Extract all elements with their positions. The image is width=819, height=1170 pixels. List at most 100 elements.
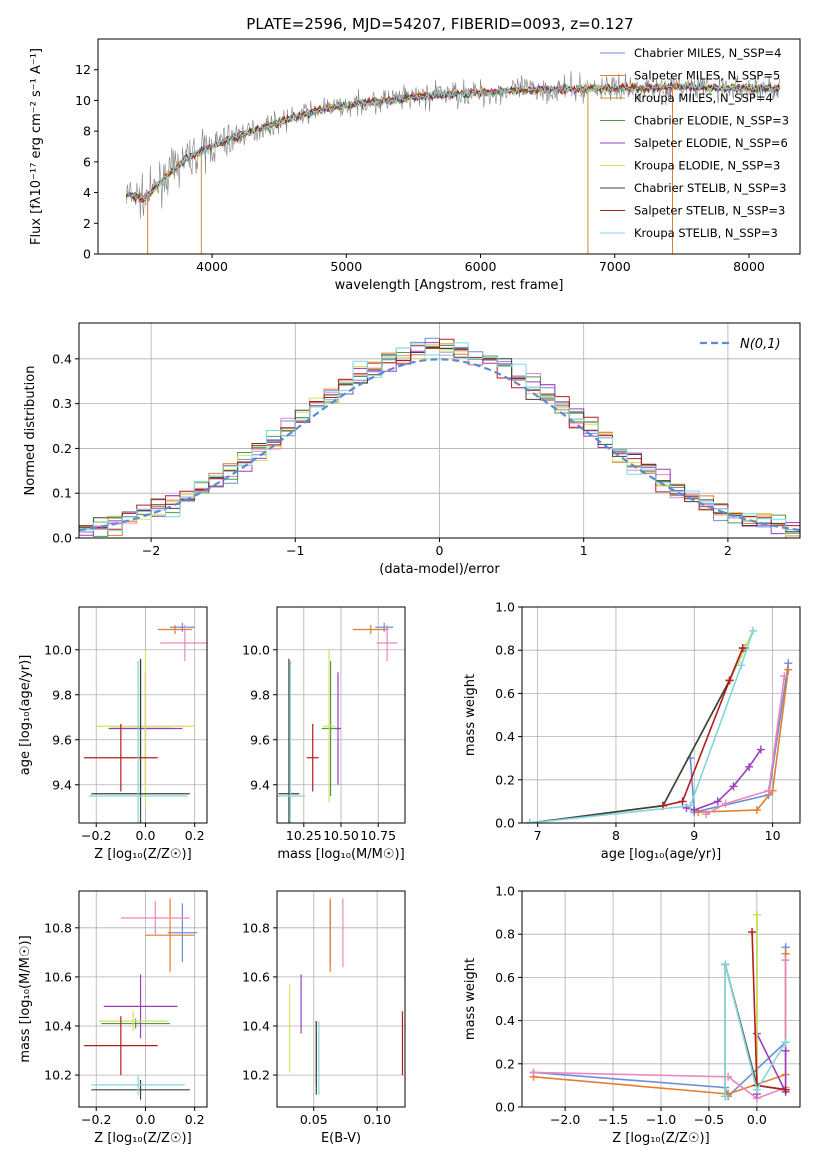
mass-weight-point xyxy=(737,661,746,670)
panel-residuals: −2 −1 0 1 2 0.0 0.1 0.2 0.3 0.4 (data-model)/error… xyxy=(23,322,801,577)
mass-weight-point xyxy=(781,1038,790,1047)
panel-age-mass: 10.25 10.50 10.75 9.4 9.6 9.8 10.0 mass [log₁₀(… xyxy=(242,606,406,862)
mass-weight-line xyxy=(705,675,786,816)
x-tick-label: −0.2 xyxy=(81,828,111,843)
x-tick-label: 0.10 xyxy=(363,1112,391,1127)
x-tick-label: 4000 xyxy=(196,259,228,274)
x-axis-label: (data-model)/error xyxy=(379,562,500,577)
x-tick-label: 10.50 xyxy=(323,828,359,843)
mass-weight-point xyxy=(725,676,734,685)
mass-weight-point xyxy=(529,1068,538,1077)
x-tick-label: 0 xyxy=(436,543,444,558)
y-axis-label: Normed distribution xyxy=(23,366,38,496)
x-tick-label: 0.0 xyxy=(136,1112,156,1127)
grid-lines xyxy=(522,606,800,824)
x-tick-label: 7000 xyxy=(599,259,631,274)
y-tick-label: 10.8 xyxy=(242,920,270,935)
grid-lines xyxy=(277,607,405,823)
x-axis-label: Z [log₁₀(Z/Z☉)] xyxy=(612,1131,709,1146)
grid-lines xyxy=(79,891,207,1107)
y-tick-label: 0.0 xyxy=(52,531,72,546)
mass-weight-point xyxy=(738,644,747,653)
plot-area xyxy=(277,622,398,823)
panel-mass-metallicity: −0.2 0.0 0.2 10.2 10.4 10.6 10.8 Z [log₁₀(Z/Z☉)… xyxy=(18,890,208,1146)
mass-weight-point xyxy=(686,801,695,810)
spectrum-legend: Chabrier MILES, N_SSP=4 Salpeter MILES, N… xyxy=(600,46,789,240)
x-tick-label: −0.2 xyxy=(81,1112,111,1127)
x-axis-label: mass [log₁₀(M/M☉)] xyxy=(277,847,404,862)
legend-entry: Chabrier MILES, N_SSP=4 xyxy=(634,46,781,60)
mass-weight-line xyxy=(529,647,746,823)
y-tick-label: 4 xyxy=(83,185,91,200)
x-tick-label: −0.5 xyxy=(694,1112,724,1127)
plot-area xyxy=(125,70,781,254)
y-tick-label: 0.6 xyxy=(495,970,515,985)
legend-entry: Kroupa STELIB, N_SSP=3 xyxy=(634,226,778,240)
y-tick-label: 0.0 xyxy=(495,1100,515,1115)
legend-entry: Chabrier ELODIE, N_SSP=3 xyxy=(634,114,789,128)
y-tick-label: 10.8 xyxy=(44,920,72,935)
axes-frame xyxy=(521,606,801,824)
panel-mass-weight-vs-age: 7 8 9 10 0.0 0.2 0.4 0.6 0.8 1.0 age [log₁₀(age/yr… xyxy=(463,600,801,862)
mass-weight-line xyxy=(724,964,787,1097)
mass-weight-point xyxy=(748,928,757,937)
plot-area xyxy=(529,910,790,1103)
y-tick-label: 0.3 xyxy=(52,396,72,411)
legend-entry: Salpeter ELODIE, N_SSP=6 xyxy=(634,136,788,150)
mass-weight-point xyxy=(745,762,754,771)
mass-weight-point xyxy=(756,745,765,754)
model-spectrum-line xyxy=(125,82,781,201)
y-tick-label: 0.1 xyxy=(52,486,72,501)
y-tick-label: 0.4 xyxy=(52,351,72,366)
y-tick-label: 0.4 xyxy=(495,729,515,744)
x-tick-label: −1.5 xyxy=(598,1112,628,1127)
x-tick-label: 10.75 xyxy=(360,828,396,843)
residual-histogram xyxy=(79,342,800,532)
mass-weight-point xyxy=(749,626,758,635)
y-tick-label: 2 xyxy=(83,216,91,231)
x-tick-label: 8 xyxy=(612,828,620,843)
y-tick-label: 8 xyxy=(83,124,91,139)
mass-weight-point xyxy=(690,806,699,815)
y-tick-label: 10.2 xyxy=(44,1068,72,1083)
x-tick-label: 10 xyxy=(765,828,781,843)
legend-entry: Chabrier STELIB, N_SSP=3 xyxy=(634,181,786,195)
plot-area xyxy=(83,898,198,1100)
model-spectrum-line xyxy=(126,81,780,203)
mass-weight-line xyxy=(529,630,754,823)
y-tick-label: 10.6 xyxy=(242,969,270,984)
mass-weight-line xyxy=(529,647,744,823)
y-tick-label: 0.6 xyxy=(495,686,515,701)
y-tick-label: 9.8 xyxy=(250,687,270,702)
y-tick-label: 0 xyxy=(83,247,91,262)
y-tick-label: 9.6 xyxy=(250,732,270,747)
y-tick-label: 10.0 xyxy=(44,642,72,657)
y-axis-label: age [log₁₀(age/yr)] xyxy=(18,655,33,776)
y-tick-label: 6 xyxy=(83,154,91,169)
mass-weight-point xyxy=(721,1092,730,1101)
y-tick-label: 9.6 xyxy=(52,732,72,747)
axes-frame xyxy=(276,890,406,1108)
y-tick-label: 0.2 xyxy=(495,1056,515,1071)
x-tick-label: 0.0 xyxy=(136,828,156,843)
grid-lines xyxy=(277,891,405,1107)
mass-weight-point xyxy=(764,786,773,795)
y-tick-label: 10 xyxy=(75,93,91,108)
y-tick-label: 9.8 xyxy=(52,687,72,702)
x-axis-label: Z [log₁₀(Z/Z☉)] xyxy=(94,1131,191,1146)
mass-weight-point xyxy=(525,819,534,823)
x-tick-label: 0.2 xyxy=(185,828,205,843)
mass-weight-line xyxy=(662,647,744,807)
mass-weight-point xyxy=(752,806,761,815)
mass-weight-point xyxy=(729,782,738,791)
x-tick-label: 1 xyxy=(580,543,588,558)
mass-weight-point xyxy=(752,1085,761,1094)
x-tick-label: −1.0 xyxy=(646,1112,676,1127)
mass-weight-point xyxy=(721,799,730,808)
axes-frame xyxy=(97,38,801,255)
x-tick-label: 5000 xyxy=(330,259,362,274)
mass-weight-point xyxy=(713,797,722,806)
legend-entry: N(0,1) xyxy=(740,337,781,352)
y-tick-label: 10.4 xyxy=(242,1019,270,1034)
axes-frame xyxy=(78,890,208,1108)
